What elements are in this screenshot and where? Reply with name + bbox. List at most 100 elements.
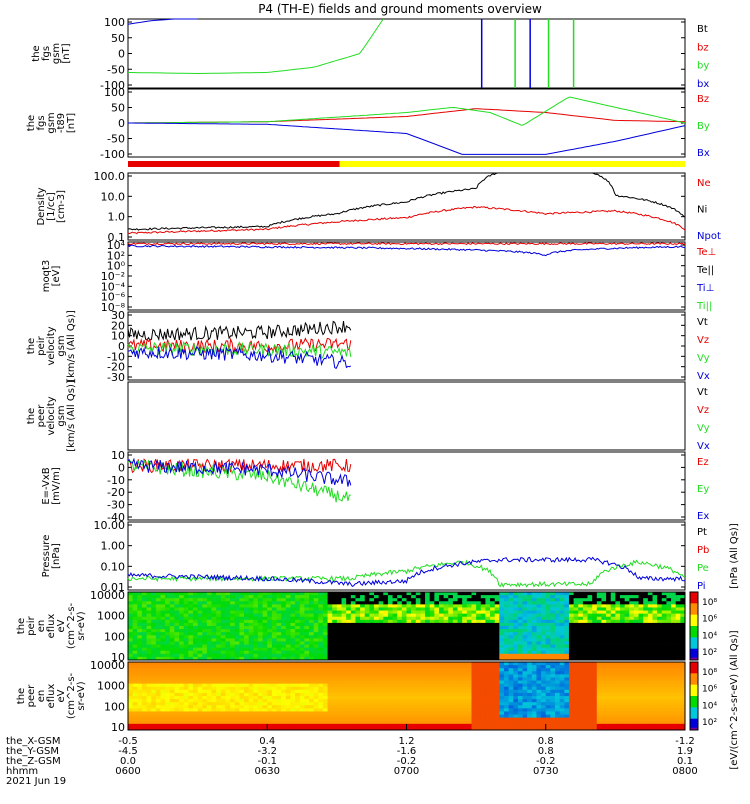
spec-cell (430, 598, 435, 601)
spec-cell (290, 684, 295, 687)
spec-cell (272, 623, 277, 626)
spec-cell (509, 614, 514, 617)
spec-cell (142, 708, 147, 711)
spec-cell (407, 641, 412, 644)
spec-cell (490, 592, 495, 595)
spec-cell (137, 681, 142, 684)
spec-cell (202, 645, 207, 648)
spec-cell (216, 665, 221, 668)
spec-cell (434, 715, 439, 718)
spec-cell (643, 648, 648, 651)
spec-cell (402, 681, 407, 684)
spec-cell (546, 724, 551, 727)
spec-cell (416, 645, 421, 648)
spec-cell (476, 693, 481, 696)
spec-cell (365, 674, 370, 677)
spec-cell (625, 595, 630, 598)
spec-cell (481, 635, 486, 638)
spec-cell (300, 595, 305, 598)
spec-cell (253, 604, 258, 607)
spec-cell (165, 645, 170, 648)
spec-cell (657, 611, 662, 614)
spec-cell (458, 623, 463, 626)
spec-cell (258, 604, 263, 607)
spec-cell (411, 681, 416, 684)
spec-cell (133, 690, 138, 693)
spec-cell (142, 648, 147, 651)
spec-cell (193, 715, 198, 718)
spec-cell (202, 696, 207, 699)
spec-cell (420, 641, 425, 644)
spec-cell (249, 648, 254, 651)
spec-cell (128, 724, 133, 727)
spec-cell (235, 702, 240, 705)
spec-cell (416, 592, 421, 595)
spec-cell (541, 674, 546, 677)
spec-cell (434, 598, 439, 601)
spec-cell (165, 724, 170, 727)
spec-cell (212, 620, 217, 623)
spec-cell (263, 604, 268, 607)
spec-cell (620, 604, 625, 607)
spec-cell (662, 623, 667, 626)
spec-cell (597, 651, 602, 654)
spec-cell (634, 632, 639, 635)
spec-cell (625, 598, 630, 601)
spec-cell (174, 705, 179, 708)
spec-cell (379, 671, 384, 674)
spec-cell (453, 641, 458, 644)
spec-cell (147, 674, 152, 677)
spec-cell (128, 632, 133, 635)
spec-cell (360, 702, 365, 705)
spec-cell (342, 671, 347, 674)
spec-cell (420, 705, 425, 708)
spec-cell (671, 595, 676, 598)
spec-cell (318, 708, 323, 711)
spec-cell (639, 617, 644, 620)
spec-cell (198, 674, 203, 677)
spec-cell (430, 607, 435, 610)
spec-cell (578, 595, 583, 598)
spec-cell (314, 702, 319, 705)
spec-cell (304, 681, 309, 684)
spec-cell (453, 662, 458, 665)
spec-cell (239, 693, 244, 696)
spec-cell (495, 681, 500, 684)
spec-cell (235, 595, 240, 598)
spec-cell (532, 668, 537, 671)
spec-cell (546, 721, 551, 724)
spectrogram-elec_spec (128, 662, 685, 730)
spec-cell (174, 601, 179, 604)
spec-cell (202, 715, 207, 718)
spec-cell (606, 626, 611, 629)
spec-cell (239, 592, 244, 595)
spec-cell (448, 715, 453, 718)
spec-cell (564, 611, 569, 614)
spec-cell (304, 626, 309, 629)
spec-cell (453, 668, 458, 671)
spec-cell (383, 595, 388, 598)
spec-cell (314, 635, 319, 638)
spec-cell (453, 693, 458, 696)
ytick-label: 100 (104, 700, 125, 713)
spec-cell (235, 614, 240, 617)
spec-cell (360, 635, 365, 638)
spec-cell (351, 629, 356, 632)
spec-cell (434, 668, 439, 671)
spec-cell (272, 607, 277, 610)
spec-cell (536, 687, 541, 690)
spec-cell (351, 705, 356, 708)
spec-cell (290, 620, 295, 623)
spec-cell (239, 681, 244, 684)
spec-cell (434, 645, 439, 648)
spec-cell (342, 601, 347, 604)
spec-cell (151, 705, 156, 708)
spec-cell (444, 641, 449, 644)
spec-cell (490, 662, 495, 665)
spec-cell (258, 662, 263, 665)
spec-cell (263, 611, 268, 614)
spec-cell (546, 696, 551, 699)
spec-cell (666, 607, 671, 610)
spec-cell (202, 699, 207, 702)
spec-cell (198, 654, 203, 657)
